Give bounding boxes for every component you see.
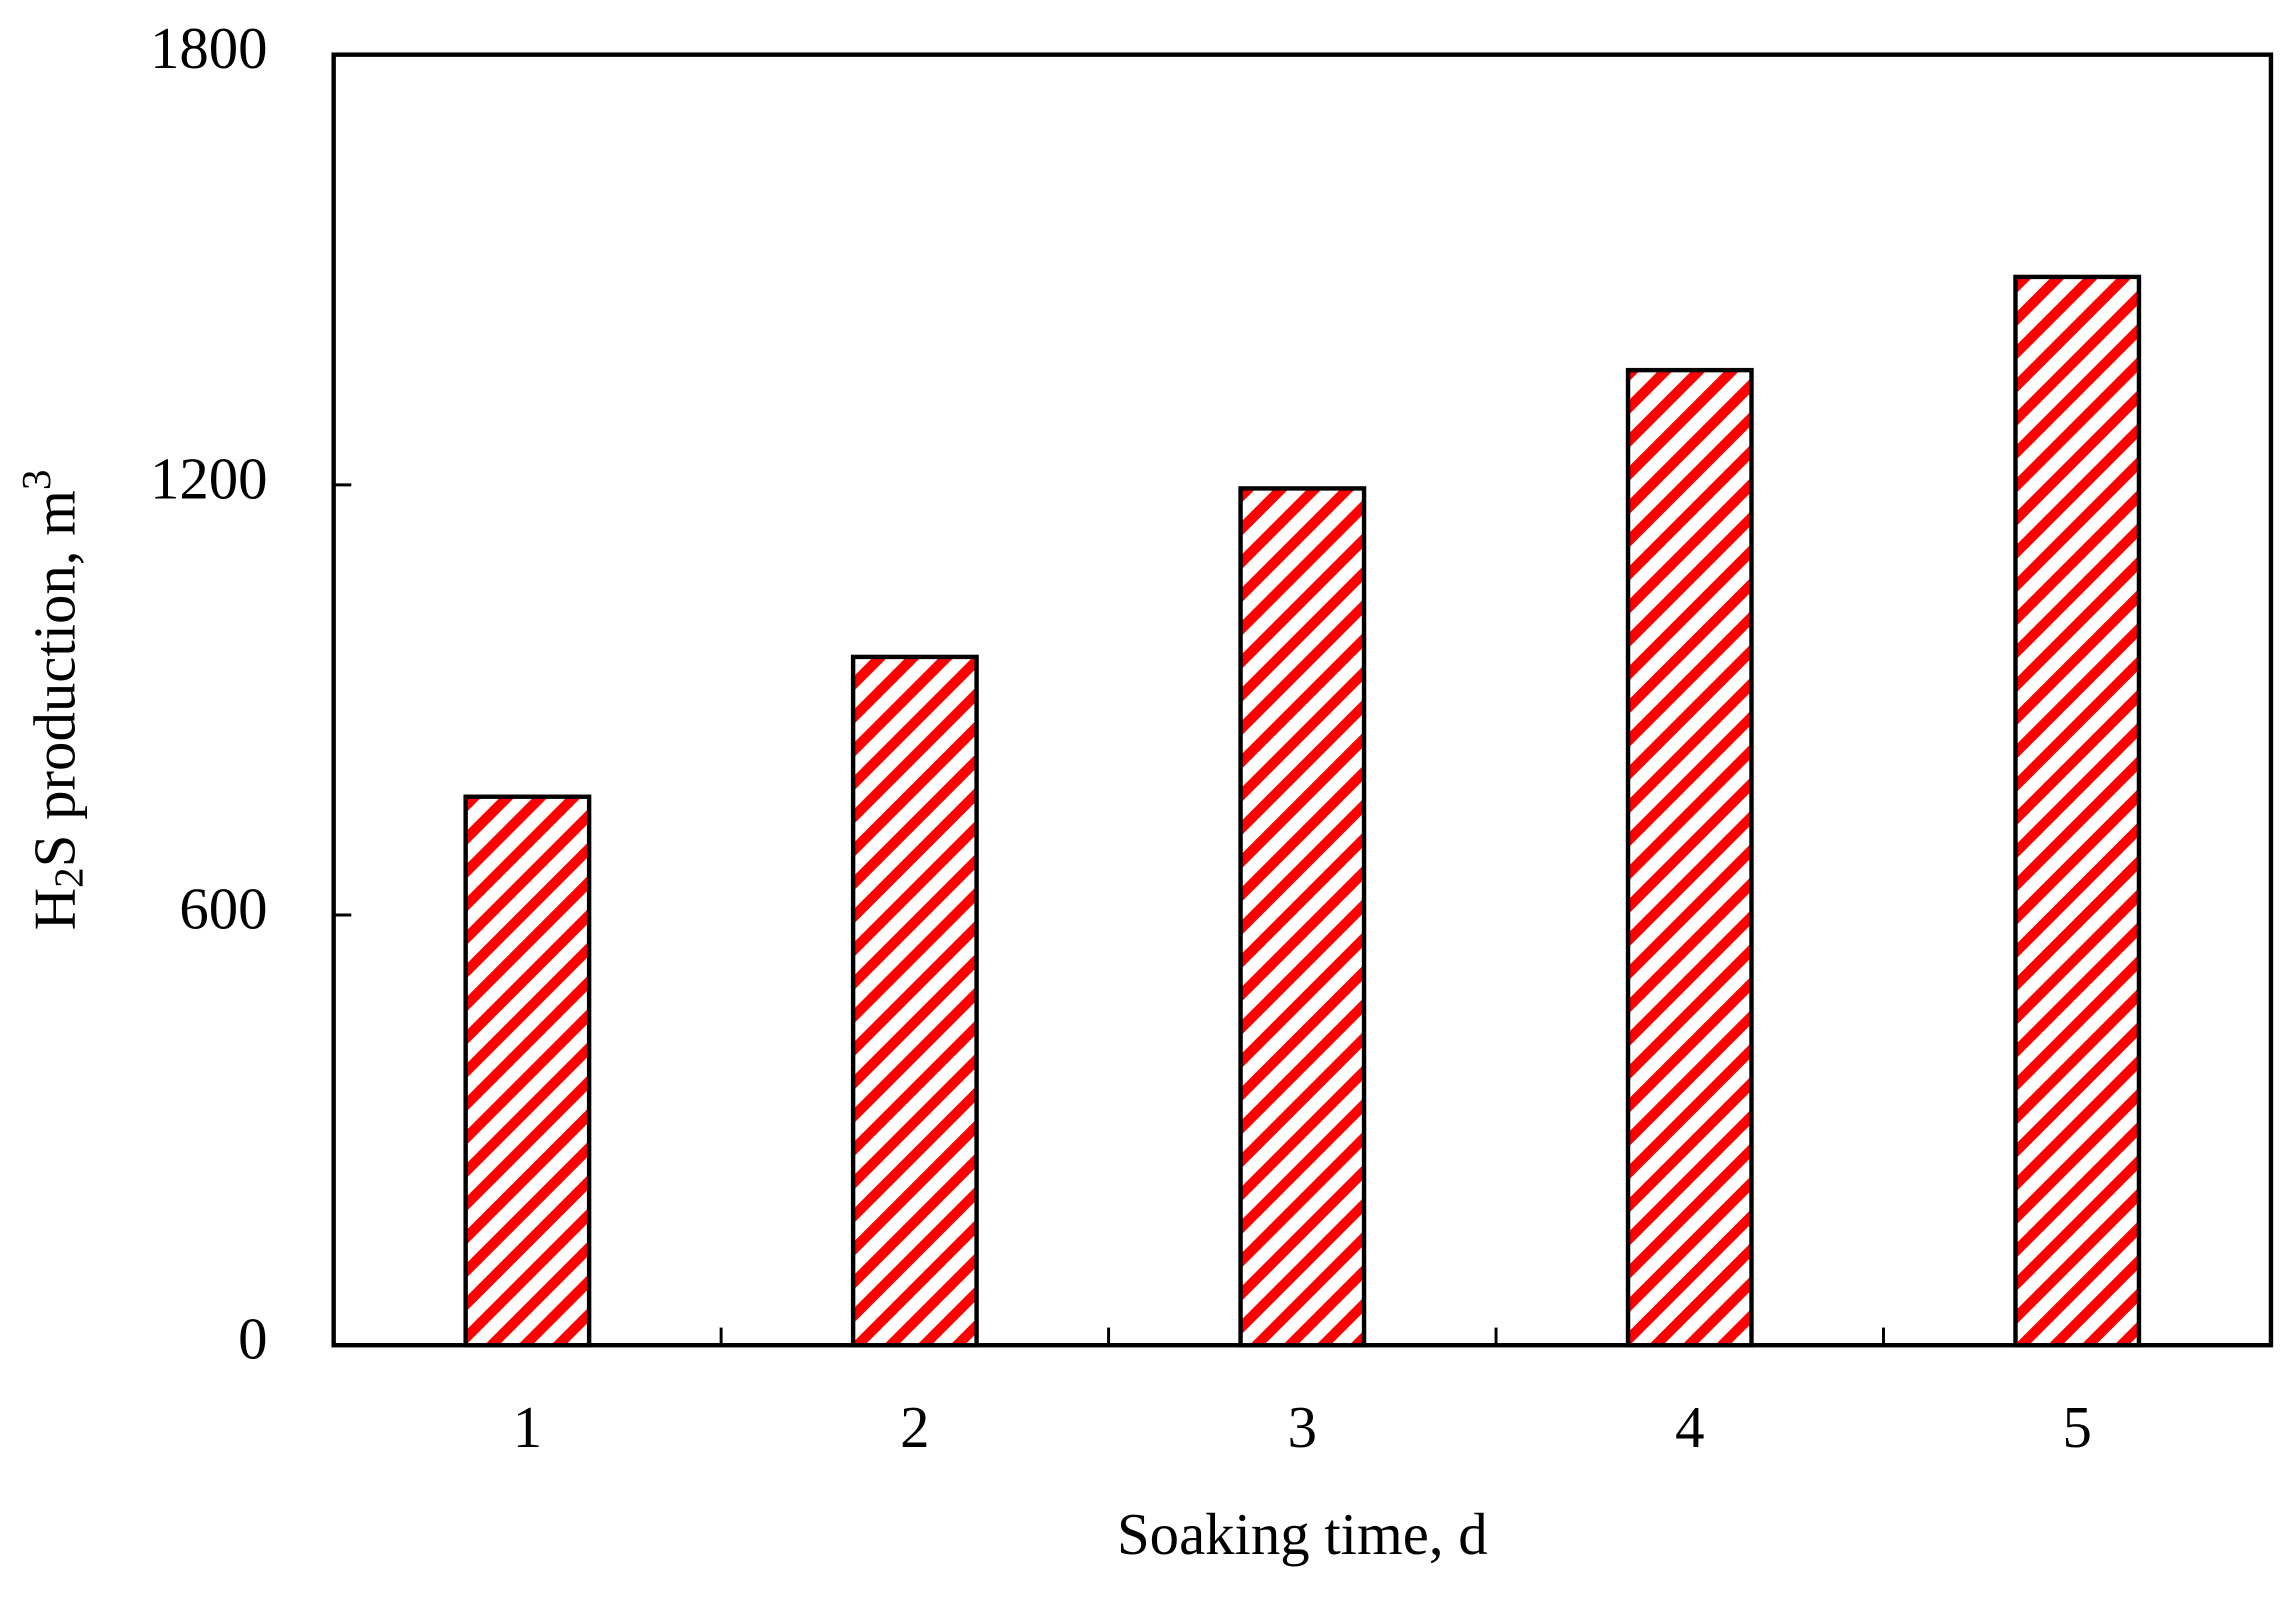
y-tick-label: 1800	[150, 16, 268, 81]
x-tick-label: 4	[1675, 1395, 1704, 1460]
x-tick-label: 2	[900, 1395, 929, 1460]
y-tick-label: 600	[179, 877, 267, 942]
y-label-sup: 3	[14, 470, 60, 491]
bar	[2013, 274, 2142, 1348]
y-label-part: S production, m	[23, 490, 88, 867]
y-axis-label: H2S production, m3	[14, 470, 92, 931]
bar	[850, 654, 979, 1348]
y-tick-label: 0	[238, 1307, 267, 1372]
y-label-sub: 2	[46, 867, 92, 888]
bar	[463, 794, 592, 1348]
bar	[1238, 486, 1367, 1348]
x-tick-label: 3	[1288, 1395, 1317, 1460]
x-axis-label: Soaking time, d	[1117, 1502, 1488, 1567]
y-tick-label: 1200	[150, 446, 268, 511]
x-tick-label: 1	[513, 1395, 542, 1460]
bar	[1625, 367, 1754, 1348]
y-label-part: H	[23, 888, 88, 930]
x-tick-label: 5	[2063, 1395, 2092, 1460]
